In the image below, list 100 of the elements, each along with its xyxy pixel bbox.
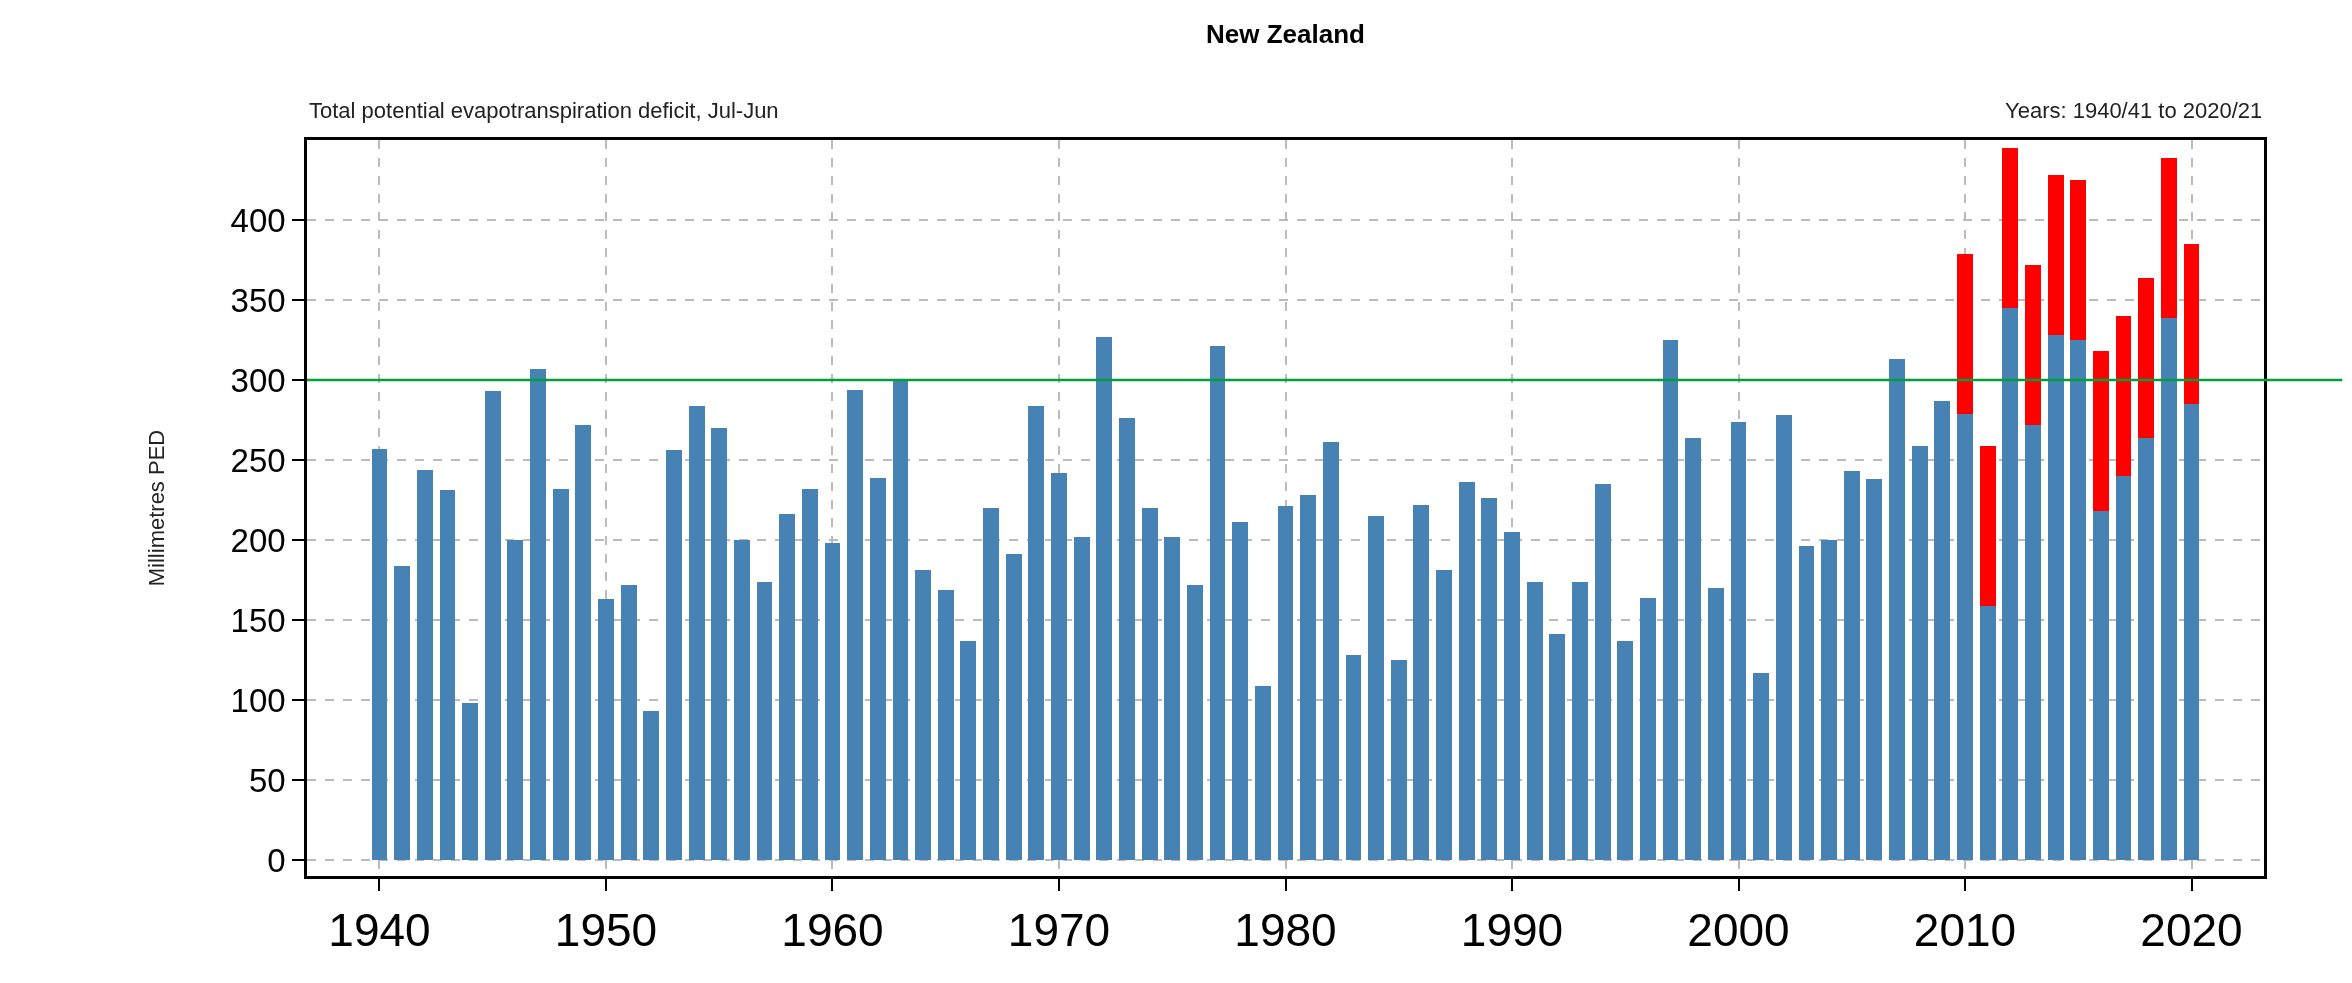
bar xyxy=(2047,335,2064,860)
bar xyxy=(1572,581,1588,860)
bar xyxy=(1957,413,1973,860)
bar xyxy=(983,508,999,860)
bar xyxy=(1277,506,1294,860)
bar xyxy=(1005,554,1022,860)
bar xyxy=(1707,588,1724,860)
bar xyxy=(756,581,773,860)
bar xyxy=(1322,442,1339,860)
x-tick-label: 2000 xyxy=(1687,903,1790,956)
x-tick-label: 1980 xyxy=(1234,903,1337,956)
bar xyxy=(1028,405,1045,860)
bar xyxy=(1549,634,1566,860)
bar xyxy=(711,428,728,860)
bar xyxy=(1957,253,1973,414)
bar xyxy=(1821,540,1838,860)
y-tick-label: 400 xyxy=(230,201,286,239)
bar xyxy=(1730,421,1747,860)
bar xyxy=(915,570,932,860)
y-tick-label: 100 xyxy=(230,681,286,719)
y-axis-title: Millimetres PED xyxy=(144,429,170,587)
bar xyxy=(1436,570,1452,860)
y-tick-label: 250 xyxy=(230,441,286,479)
text: Years: 1940/41 to 2020/21 xyxy=(2005,98,2263,123)
bar xyxy=(530,368,546,860)
bar xyxy=(1979,605,1996,860)
bar xyxy=(666,450,682,860)
bar xyxy=(1504,532,1520,860)
bar xyxy=(1617,640,1634,860)
bar xyxy=(1051,472,1067,860)
bar xyxy=(1368,516,1385,860)
bar xyxy=(1594,484,1611,860)
bar xyxy=(1232,522,1249,860)
bar xyxy=(2183,404,2200,860)
bar xyxy=(1119,418,1135,860)
bar xyxy=(847,389,864,860)
bar xyxy=(1164,536,1181,860)
bar xyxy=(1526,581,1543,860)
bar xyxy=(2092,511,2109,860)
bar xyxy=(394,565,411,860)
bar xyxy=(643,711,660,860)
bar xyxy=(1889,359,1905,860)
bar xyxy=(1753,672,1770,860)
y-tick-label: 0 xyxy=(267,841,286,879)
bar xyxy=(1390,660,1407,860)
bar xyxy=(1798,546,1815,860)
x-tick-label: 2020 xyxy=(2140,903,2243,956)
bar xyxy=(1209,346,1226,860)
x-tick-label: 2010 xyxy=(1913,903,2017,956)
bar xyxy=(1186,584,1203,860)
bar xyxy=(1911,445,1928,860)
bar xyxy=(2070,180,2087,340)
bar xyxy=(1775,415,1792,860)
y-tick-label: 50 xyxy=(248,761,286,799)
bar xyxy=(1345,655,1362,860)
x-tick-label: 1990 xyxy=(1460,903,1564,956)
bar xyxy=(1979,445,1996,606)
bar xyxy=(960,640,977,860)
bar xyxy=(462,703,479,860)
bar xyxy=(2115,476,2132,860)
bar xyxy=(2160,317,2177,860)
bar xyxy=(937,589,954,860)
bar xyxy=(2002,148,2019,308)
bar xyxy=(1639,597,1656,860)
bar xyxy=(733,540,750,860)
bar xyxy=(2115,316,2132,476)
bar xyxy=(2070,340,2087,860)
bar xyxy=(2092,351,2109,512)
bar xyxy=(1413,504,1430,860)
y-tick-label: 200 xyxy=(230,521,286,559)
bar xyxy=(1934,400,1951,860)
bar xyxy=(371,448,388,860)
bar xyxy=(688,405,705,860)
bar xyxy=(1843,471,1860,860)
x-tick-label: 1940 xyxy=(328,903,431,956)
bar xyxy=(1481,498,1498,860)
y-tick-label: 350 xyxy=(230,281,286,319)
bar xyxy=(2183,244,2200,404)
bar xyxy=(598,599,614,860)
bar xyxy=(1096,336,1113,860)
bar xyxy=(2138,277,2155,438)
bar xyxy=(439,490,456,860)
bar xyxy=(1662,340,1679,860)
bar xyxy=(779,514,796,860)
bar xyxy=(1141,508,1158,860)
bar xyxy=(1866,479,1883,860)
bar xyxy=(1458,482,1475,860)
bar xyxy=(801,488,818,860)
bar xyxy=(620,584,637,860)
bar xyxy=(892,380,909,860)
bar xyxy=(2002,308,2019,860)
bar xyxy=(869,477,886,860)
bar xyxy=(824,543,841,860)
x-tick-label: 1960 xyxy=(781,903,884,956)
bar xyxy=(1300,495,1317,860)
x-tick-label: 1970 xyxy=(1007,903,1111,956)
chart-title: New Zealand xyxy=(1206,18,1365,49)
bar xyxy=(507,540,524,860)
bar xyxy=(2160,157,2177,318)
bar xyxy=(2138,437,2155,860)
